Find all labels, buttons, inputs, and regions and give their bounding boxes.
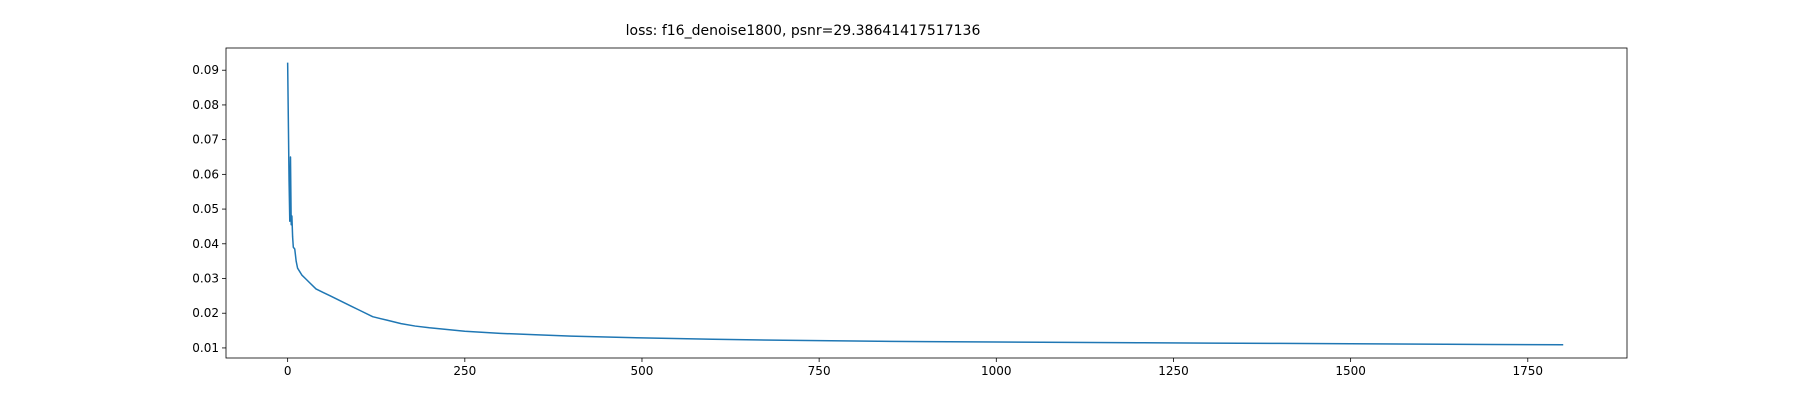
plot-area: 0 250 500 750 1000 1250 1500 1750 0.01 0.02 0.03 0.… bbox=[192, 47, 1628, 378]
x-tick-label: 1250 bbox=[1158, 364, 1189, 378]
y-tick-label: 0.03 bbox=[192, 272, 219, 286]
chart-title: loss: f16_denoise1800, psnr=29.386414175… bbox=[626, 23, 981, 39]
y-tick-label: 0.05 bbox=[192, 202, 219, 216]
x-tick-label: 1750 bbox=[1513, 364, 1544, 378]
y-tick-label: 0.06 bbox=[192, 167, 219, 181]
y-tick-label: 0.04 bbox=[192, 237, 219, 251]
x-tick-label: 250 bbox=[453, 364, 476, 378]
series-line-0 bbox=[286, 62, 1564, 346]
x-tick-label: 500 bbox=[631, 364, 654, 378]
x-tick-label: 1000 bbox=[981, 364, 1012, 378]
y-tick-label: 0.08 bbox=[192, 98, 219, 112]
y-tick-label: 0.02 bbox=[192, 306, 219, 320]
x-tick-label: 1500 bbox=[1335, 364, 1366, 378]
y-tick-label: 0.07 bbox=[192, 133, 219, 147]
y-tick-label: 0.09 bbox=[192, 63, 219, 77]
axes-frame bbox=[225, 47, 1628, 359]
x-tick-label: 750 bbox=[808, 364, 831, 378]
x-tick-label: 0 bbox=[284, 364, 292, 378]
y-tick-label: 0.01 bbox=[192, 341, 219, 355]
